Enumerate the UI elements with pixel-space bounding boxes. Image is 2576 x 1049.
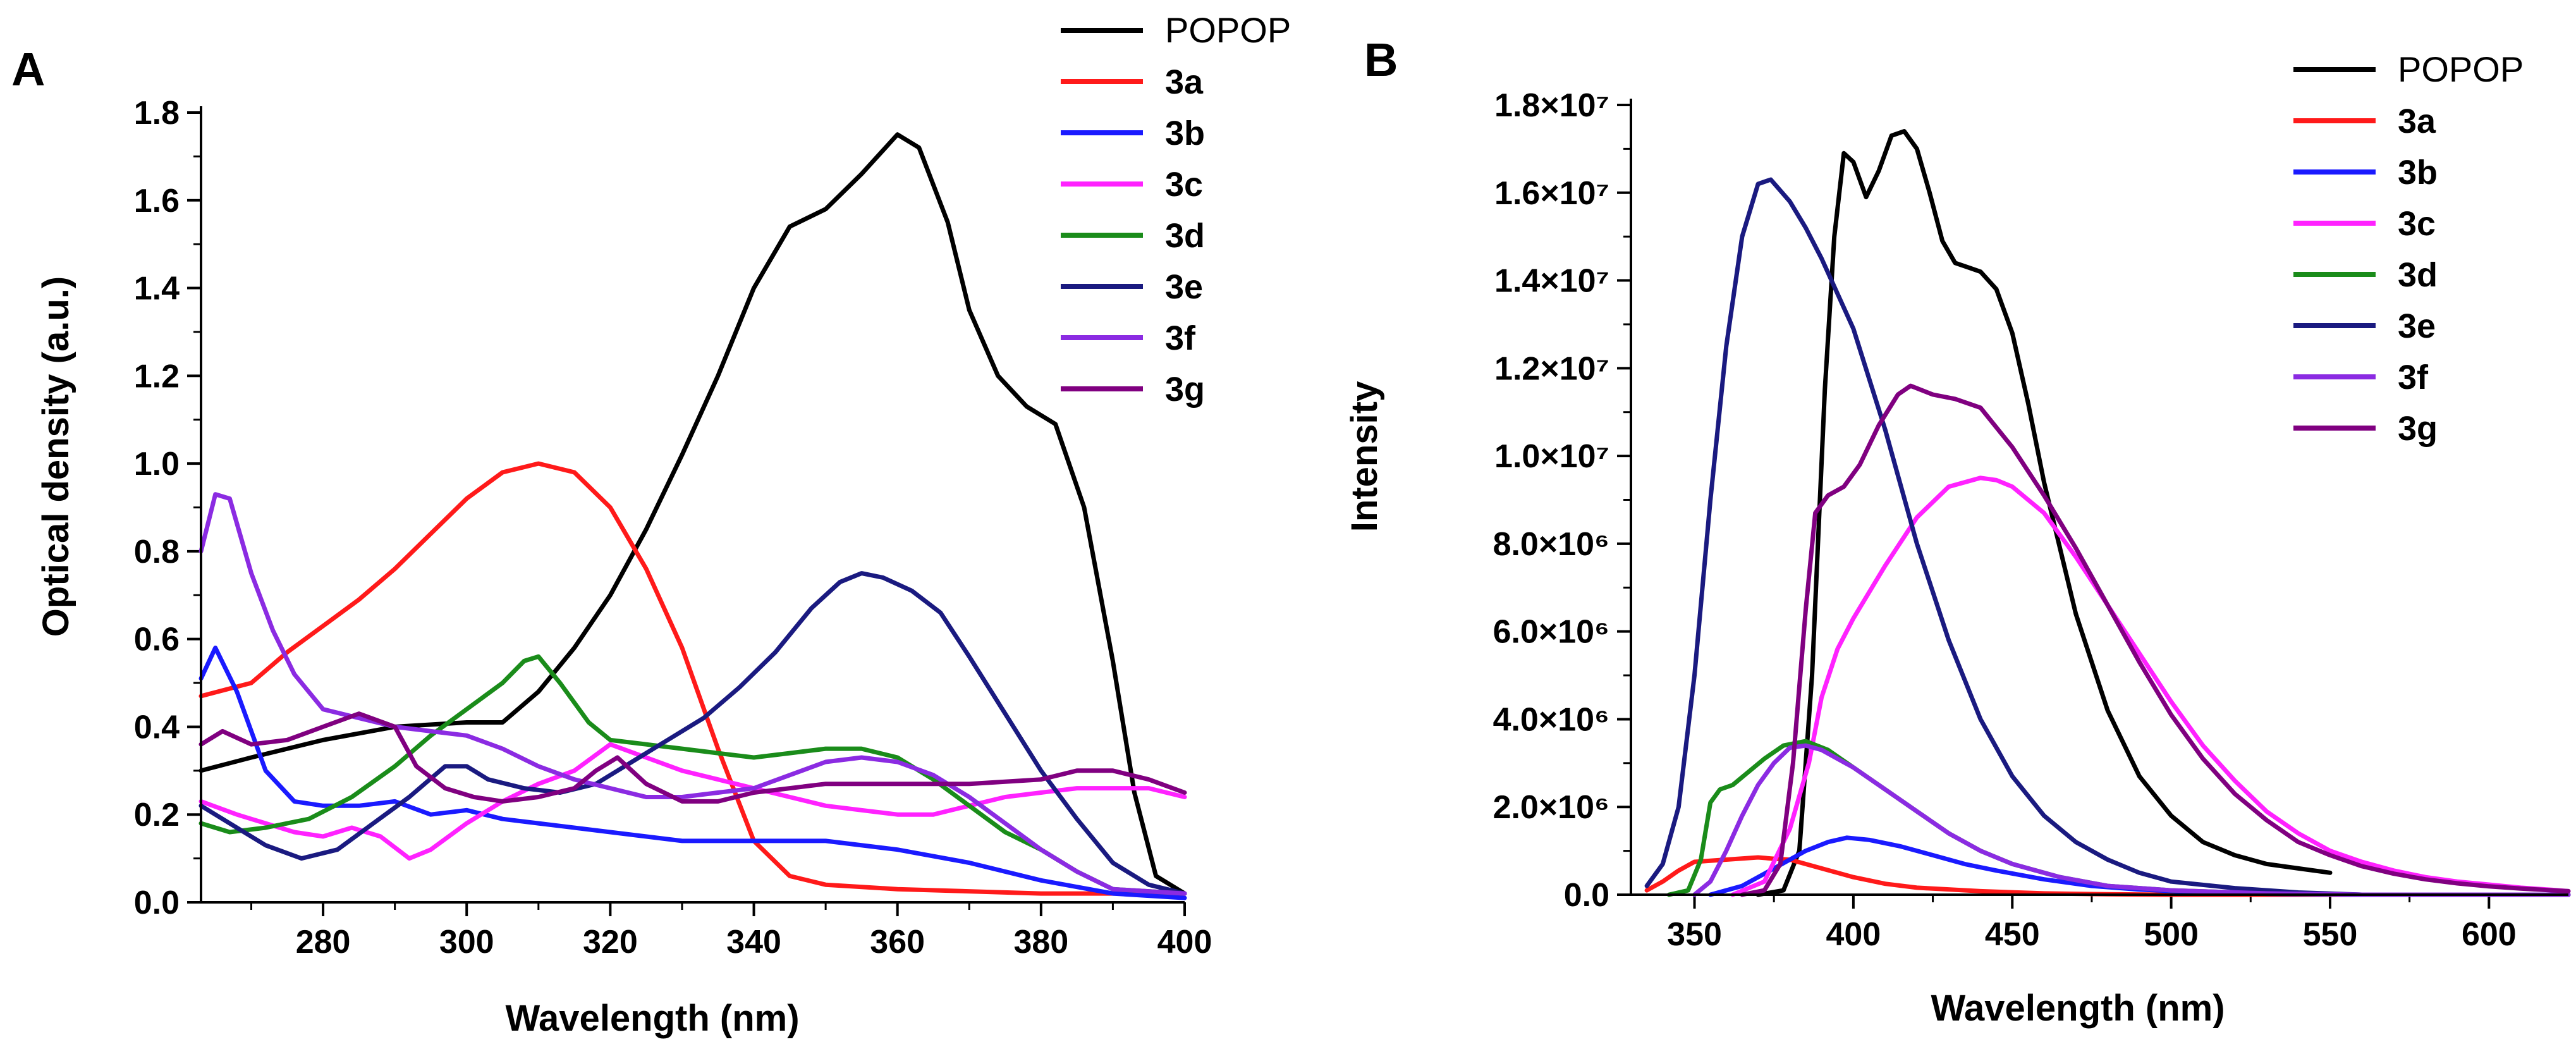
x-tick-label-b: 500: [2144, 916, 2199, 953]
legend-label-3g-b: 3g: [2398, 410, 2438, 448]
x-tick-label-a: 380: [1013, 924, 1068, 960]
legend-label-3d-a: 3d: [1165, 217, 1205, 255]
series-line-3g-a: [198, 711, 1187, 804]
y-axis-title-a: Optical density (a.u.): [35, 276, 76, 637]
plot-lines-b: [1644, 129, 2571, 897]
panel-b: B Intensity Wavelength (nm) 350 400 450 500…: [1344, 34, 2571, 1029]
x-axis-title-a: Wavelength (nm): [505, 998, 799, 1039]
x-tick-label-a: 400: [1157, 924, 1212, 960]
y-tick-label-b: 2.0×10⁶: [1493, 789, 1609, 826]
legend-label-3f-a: 3f: [1165, 319, 1196, 357]
y-tick-label-a: 0.4: [134, 709, 180, 745]
x-tick-label-a: 360: [870, 924, 925, 960]
y-tick-label-b: 1.6×10⁷: [1494, 175, 1609, 212]
x-axis-title-b: Wavelength (nm): [1931, 988, 2225, 1029]
x-tick-label-a: 320: [583, 924, 638, 960]
y-tick-label-b: 4.0×10⁶: [1493, 701, 1609, 738]
legend-label-3d-b: 3d: [2398, 256, 2438, 294]
x-tick-label-b: 400: [1826, 916, 1881, 953]
y-tick-label-a: 1.4: [134, 271, 180, 307]
legend-label-3e-a: 3e: [1165, 268, 1203, 306]
series-line-3e-b: [1644, 177, 2571, 897]
panel-label-a: A: [11, 43, 45, 95]
series-line-3d-a: [198, 654, 1187, 896]
y-tick-label-b: 1.4×10⁷: [1494, 263, 1609, 300]
series-line-3f-a: [198, 492, 1187, 896]
legend-label-popop-b: POPOP: [2398, 49, 2524, 89]
x-tick-label-b: 600: [2462, 916, 2517, 953]
legend-label-3e-b: 3e: [2398, 307, 2436, 345]
axes-frame-b: [1630, 99, 2568, 896]
legend-label-3f-b: 3f: [2398, 359, 2429, 396]
y-tick-label-b: 1.2×10⁷: [1494, 350, 1609, 387]
y-tick-label-b: 8.0×10⁶: [1493, 526, 1609, 563]
y-tick-label-a: 0.8: [134, 534, 180, 570]
y-tick-label-b: 6.0×10⁶: [1493, 614, 1609, 651]
legend-label-popop-a: POPOP: [1165, 10, 1291, 50]
legend-label-3c-a: 3c: [1165, 166, 1203, 204]
series-line-3a-a: [198, 461, 1187, 896]
x-tick-label-a: 340: [726, 924, 781, 960]
legend-label-3c-b: 3c: [2398, 205, 2436, 243]
x-tick-label-a: 300: [439, 924, 494, 960]
legend-b: POPOP 3a 3b 3c 3d 3e 3f 3g: [2293, 49, 2524, 448]
series-line-3e-a: [198, 571, 1187, 896]
legend-label-3g-a: 3g: [1165, 371, 1205, 408]
y-tick-label-a: 0.6: [134, 622, 180, 658]
legend-label-3a-a: 3a: [1165, 63, 1204, 101]
y-tick-label-b: 1.8×10⁷: [1494, 87, 1609, 124]
axis-ticks-a: 280 300 320 340 360 380 400 0.0 0.2 0.4 0.6 0.8 1.0 1…: [134, 95, 1212, 960]
series-line-3f-b: [1692, 743, 2571, 897]
y-tick-label-a: 0.0: [134, 885, 180, 921]
series-line-popop-a: [198, 132, 1187, 896]
axes-frame-a: [200, 106, 1185, 904]
x-tick-label-b: 450: [1985, 916, 2040, 953]
x-tick-label-b: 350: [1667, 916, 1722, 953]
y-tick-label-a: 1.2: [134, 358, 180, 395]
panel-label-b: B: [1364, 34, 1398, 86]
series-line-popop-b: [1755, 129, 2333, 897]
legend-a: POPOP 3a 3b 3c 3d 3e 3f 3g: [1061, 10, 1291, 408]
legend-label-3b-a: 3b: [1165, 114, 1205, 152]
panel-a: A Optical density (a.u.) Wavelength (nm)…: [11, 10, 1291, 1039]
y-tick-label-a: 1.0: [134, 446, 180, 482]
legend-label-3a-b: 3a: [2398, 102, 2436, 140]
series-line-3c-a: [198, 742, 1187, 861]
y-tick-label-a: 1.6: [134, 183, 180, 219]
series-line-3b-a: [198, 646, 1187, 900]
x-tick-label-b: 550: [2303, 916, 2358, 953]
y-tick-label-a: 0.2: [134, 797, 180, 833]
plot-lines-a: [198, 132, 1187, 900]
series-line-3g-b: [1740, 383, 2571, 897]
y-tick-label-b: 1.0×10⁷: [1494, 438, 1609, 475]
y-tick-label-b: 0.0: [1564, 877, 1609, 914]
y-axis-title-b: Intensity: [1344, 381, 1385, 532]
y-tick-label-a: 1.8: [134, 95, 180, 132]
x-tick-label-a: 280: [296, 924, 351, 960]
legend-label-3b-b: 3b: [2398, 154, 2438, 192]
